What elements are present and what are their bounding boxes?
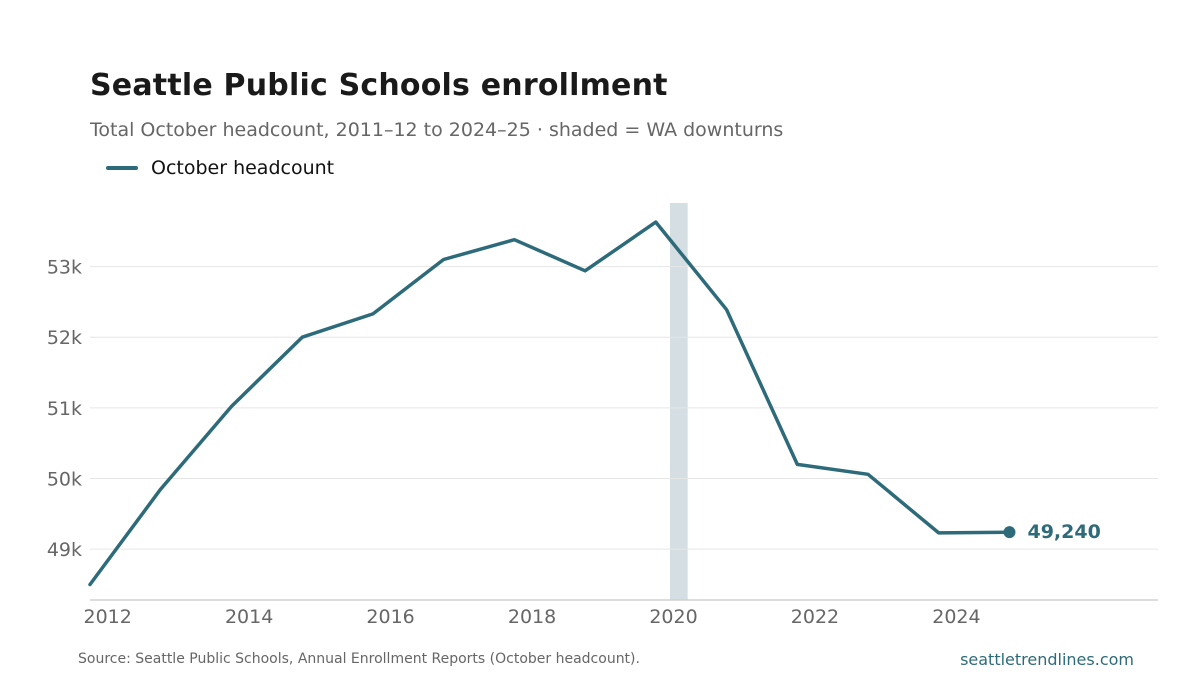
legend-label-october-headcount: October headcount <box>151 157 335 179</box>
endpoint-label: 49,240 <box>1027 521 1100 543</box>
chart-title: Seattle Public Schools enrollment <box>90 68 668 103</box>
y-tick-label-2: 51k <box>47 398 82 420</box>
x-tick-label-5: 2022 <box>791 606 839 628</box>
chart-subtitle: Total October headcount, 2011–12 to 2024… <box>90 119 784 141</box>
site-credit[interactable]: seattletrendlines.com <box>960 650 1134 669</box>
legend: October headcount <box>106 157 334 179</box>
series-line-0 <box>88 220 1012 587</box>
y-tick-label-3: 52k <box>47 327 82 349</box>
endpoint-marker <box>1003 526 1016 539</box>
y-tick-label-1: 50k <box>47 468 82 490</box>
x-tick-label-2: 2016 <box>366 606 414 628</box>
x-tick-label-6: 2024 <box>932 606 980 628</box>
legend-swatch-october-headcount <box>106 166 138 170</box>
x-tick-label-3: 2018 <box>508 606 556 628</box>
x-tick-label-1: 2014 <box>225 606 273 628</box>
downturn-band-0 <box>669 203 688 600</box>
source-note: Source: Seattle Public Schools, Annual E… <box>78 651 640 667</box>
y-tick-label-0: 49k <box>47 539 82 561</box>
y-tick-label-4: 53k <box>47 257 82 279</box>
x-tick-label-4: 2020 <box>649 606 697 628</box>
x-tick-label-0: 2012 <box>84 606 132 628</box>
